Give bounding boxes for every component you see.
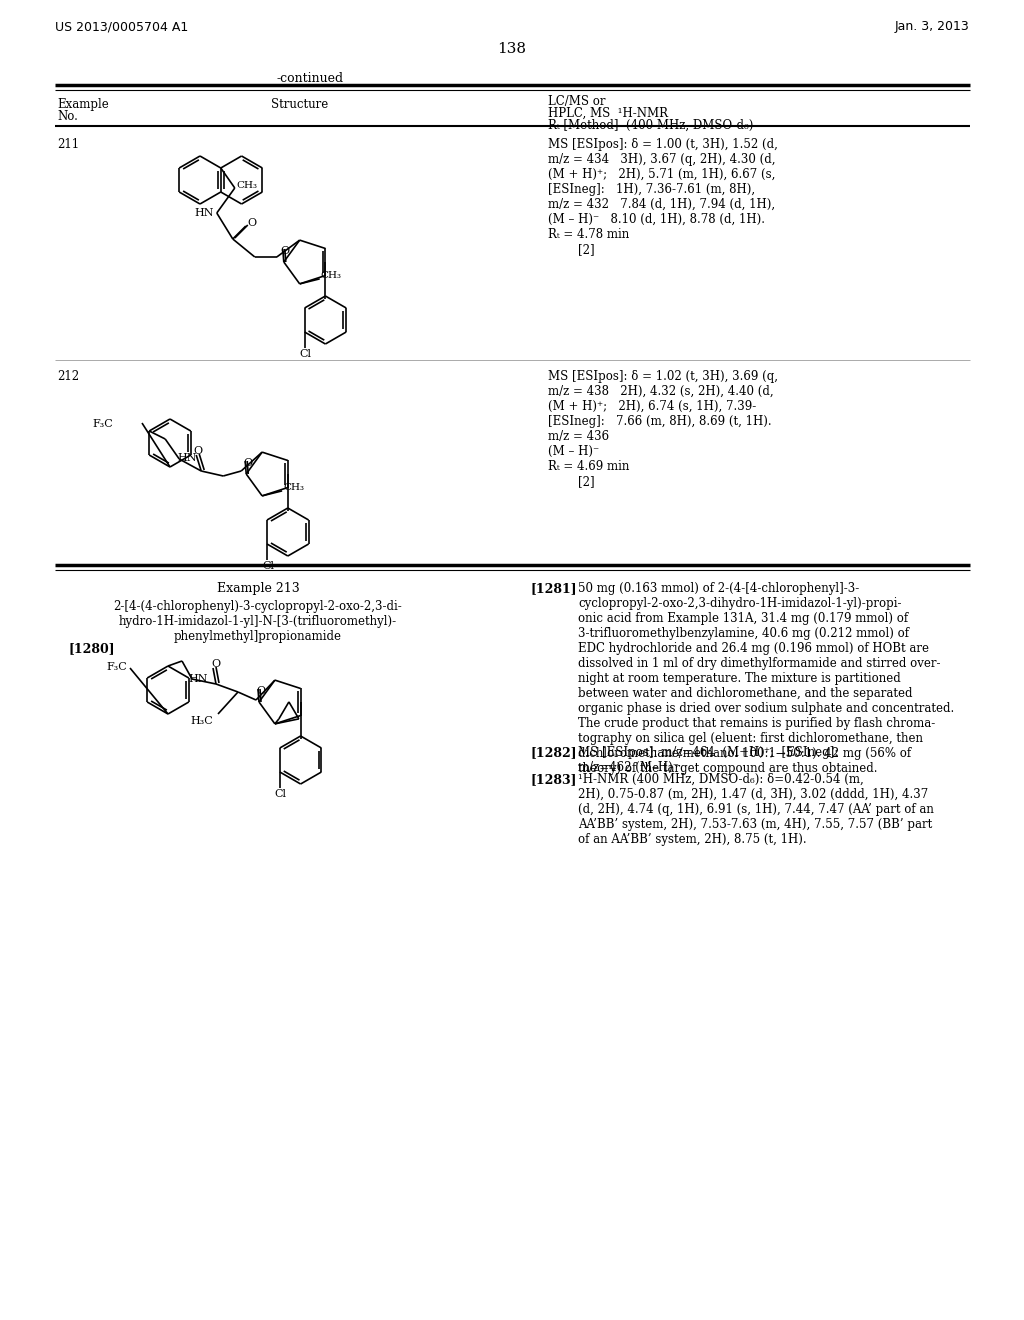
Text: 50 mg (0.163 mmol) of 2-(4-[4-chlorophenyl]-3-
cyclopropyl-2-oxo-2,3-dihydro-1H-: 50 mg (0.163 mmol) of 2-(4-[4-chlorophen… <box>578 582 954 775</box>
Text: 2-[4-(4-chlorophenyl)-3-cyclopropyl-2-oxo-2,3-di-
hydro-1H-imidazol-1-yl]-N-[3-(: 2-[4-(4-chlorophenyl)-3-cyclopropyl-2-ox… <box>114 601 402 643</box>
Text: US 2013/0005704 A1: US 2013/0005704 A1 <box>55 20 188 33</box>
Text: 138: 138 <box>498 42 526 55</box>
Text: [1282]: [1282] <box>530 746 577 759</box>
Text: Example 213: Example 213 <box>217 582 299 595</box>
Text: F₃C: F₃C <box>92 418 113 429</box>
Text: H₃C: H₃C <box>190 715 213 726</box>
Text: Cl: Cl <box>262 561 274 572</box>
Text: F₃C: F₃C <box>106 663 127 672</box>
Text: MS [ESIpos]: m/z=464  (M+H)⁺;  [ESIneg]:
m/z=462 (M–H)⁻: MS [ESIpos]: m/z=464 (M+H)⁺; [ESIneg]: m… <box>578 746 839 774</box>
Text: Jan. 3, 2013: Jan. 3, 2013 <box>894 20 969 33</box>
Text: CH₃: CH₃ <box>283 483 304 492</box>
Text: Structure: Structure <box>271 98 329 111</box>
Text: Example: Example <box>57 98 109 111</box>
Text: O: O <box>194 446 203 455</box>
Text: LC/MS or: LC/MS or <box>548 95 605 108</box>
Text: CH₃: CH₃ <box>321 271 342 280</box>
Text: O: O <box>256 686 265 696</box>
Text: O: O <box>244 458 252 469</box>
Text: HN: HN <box>188 675 208 684</box>
Text: HPLC, MS  ¹H-NMR: HPLC, MS ¹H-NMR <box>548 107 668 120</box>
Text: ¹H-NMR (400 MHz, DMSO-d₆): δ=0.42-0.54 (m,
2H), 0.75-0.87 (m, 2H), 1.47 (d, 3H),: ¹H-NMR (400 MHz, DMSO-d₆): δ=0.42-0.54 (… <box>578 774 934 846</box>
Text: No.: No. <box>57 110 78 123</box>
Text: [1281]: [1281] <box>530 582 577 595</box>
Text: Cl: Cl <box>274 789 287 799</box>
Text: Rₜ [Method]  (400 MHz, DMSO-d₆): Rₜ [Method] (400 MHz, DMSO-d₆) <box>548 119 754 132</box>
Text: 212: 212 <box>57 370 79 383</box>
Text: O: O <box>281 246 290 256</box>
Text: MS [ESIpos]: δ = 1.02 (t, 3H), 3.69 (q,
m/z = 438   2H), 4.32 (s, 2H), 4.40 (d,
: MS [ESIpos]: δ = 1.02 (t, 3H), 3.69 (q, … <box>548 370 778 488</box>
Text: Cl: Cl <box>300 348 311 359</box>
Text: CH₃: CH₃ <box>237 181 258 190</box>
Text: HN: HN <box>195 209 214 218</box>
Text: -continued: -continued <box>276 73 344 84</box>
Text: MS [ESIpos]: δ = 1.00 (t, 3H), 1.52 (d,
m/z = 434   3H), 3.67 (q, 2H), 4.30 (d,
: MS [ESIpos]: δ = 1.00 (t, 3H), 1.52 (d, … <box>548 139 778 256</box>
Text: O: O <box>248 218 257 228</box>
Text: 211: 211 <box>57 139 79 150</box>
Text: HN: HN <box>177 453 197 463</box>
Text: O: O <box>211 659 220 669</box>
Text: [1283]: [1283] <box>530 774 577 785</box>
Text: [1280]: [1280] <box>68 642 115 655</box>
